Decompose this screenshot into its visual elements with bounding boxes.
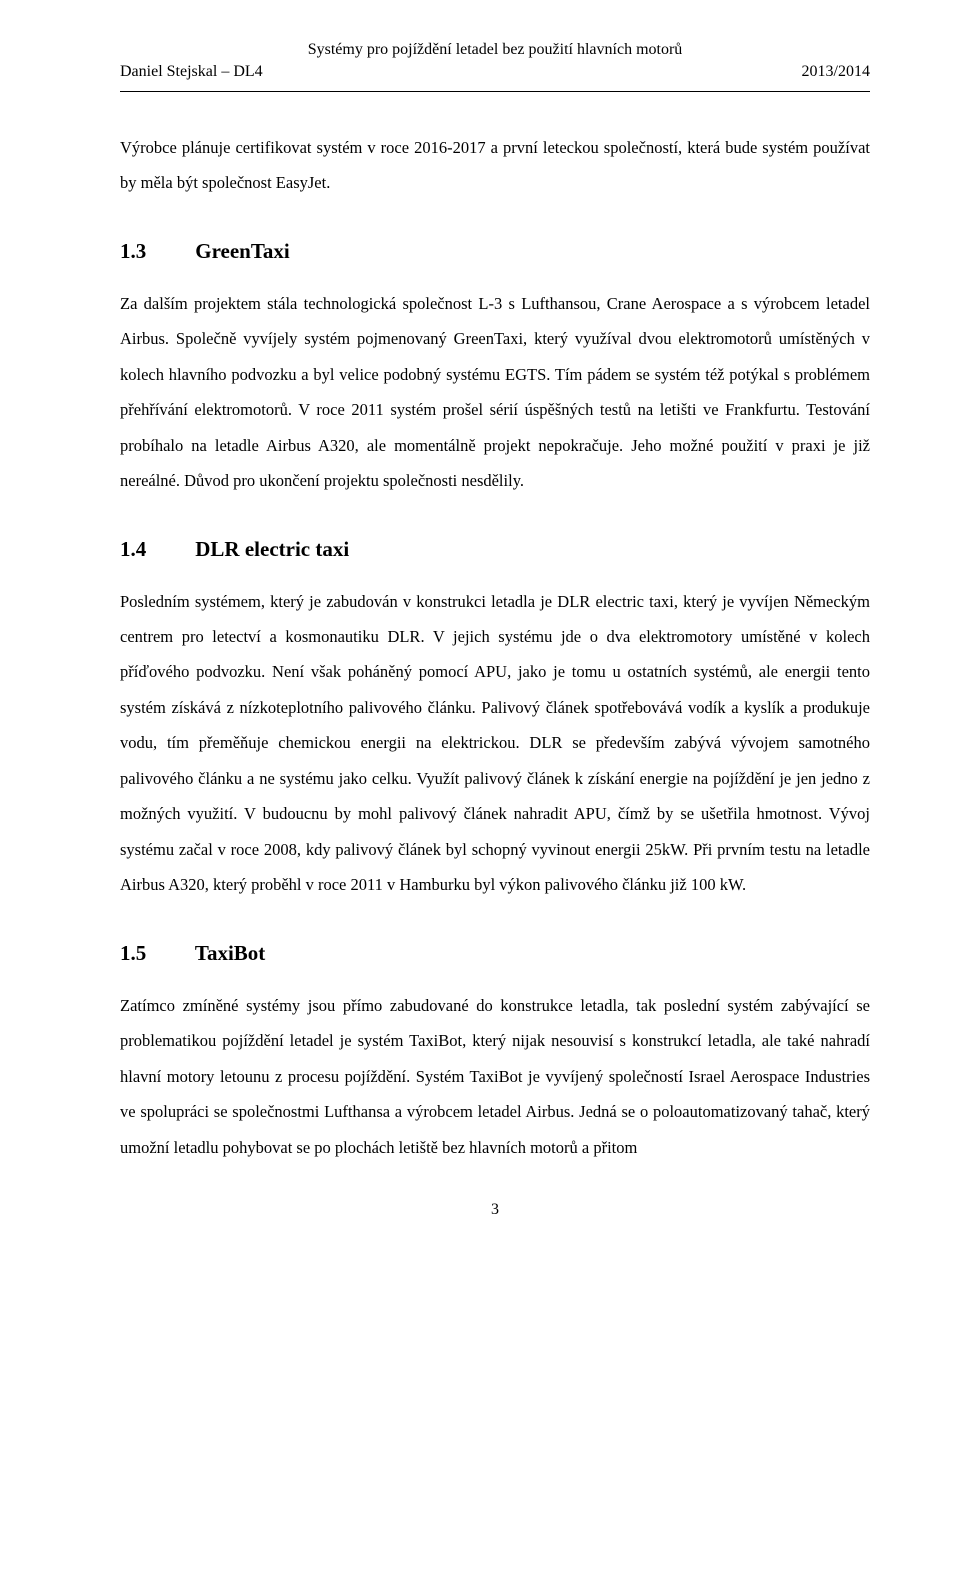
page-header: Systémy pro pojíždění letadel bez použit… (120, 40, 870, 92)
section-1-4-paragraph: Posledním systémem, který je zabudován v… (120, 584, 870, 903)
section-1-4-heading: 1.4 DLR electric taxi (120, 537, 870, 562)
header-title: Systémy pro pojíždění letadel bez použit… (120, 40, 870, 61)
section-title: TaxiBot (195, 941, 265, 965)
section-number: 1.4 (120, 537, 190, 562)
section-title: GreenTaxi (195, 239, 290, 263)
intro-paragraph: Výrobce plánuje certifikovat systém v ro… (120, 130, 870, 201)
section-1-3-paragraph: Za dalším projektem stála technologická … (120, 286, 870, 499)
section-1-5-paragraph: Zatímco zmíněné systémy jsou přímo zabud… (120, 988, 870, 1165)
section-number: 1.5 (120, 941, 190, 966)
section-1-3-heading: 1.3 GreenTaxi (120, 239, 870, 264)
header-rule (120, 91, 870, 92)
header-meta-row: Daniel Stejskal – DL4 2013/2014 (120, 63, 870, 81)
section-title: DLR electric taxi (195, 537, 349, 561)
section-number: 1.3 (120, 239, 190, 264)
header-year: 2013/2014 (802, 63, 870, 81)
header-author: Daniel Stejskal – DL4 (120, 63, 263, 81)
document-body: Výrobce plánuje certifikovat systém v ro… (120, 130, 870, 1165)
page-number: 3 (120, 1201, 870, 1219)
section-1-5-heading: 1.5 TaxiBot (120, 941, 870, 966)
